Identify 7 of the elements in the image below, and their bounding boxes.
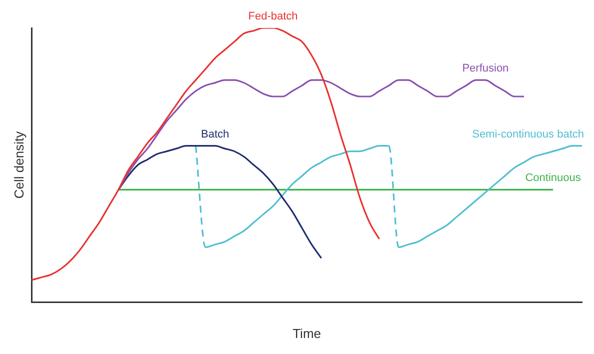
series-label: Perfusion: [462, 62, 509, 75]
series-label: Batch: [201, 128, 230, 140]
y-axis-title: Cell density: [11, 130, 26, 199]
series-label: Semi-continuous batch: [472, 128, 584, 140]
series-label: Continuous: [525, 172, 582, 184]
x-axis-title: Time: [292, 326, 322, 341]
series-label: Fed-batch: [248, 10, 298, 23]
